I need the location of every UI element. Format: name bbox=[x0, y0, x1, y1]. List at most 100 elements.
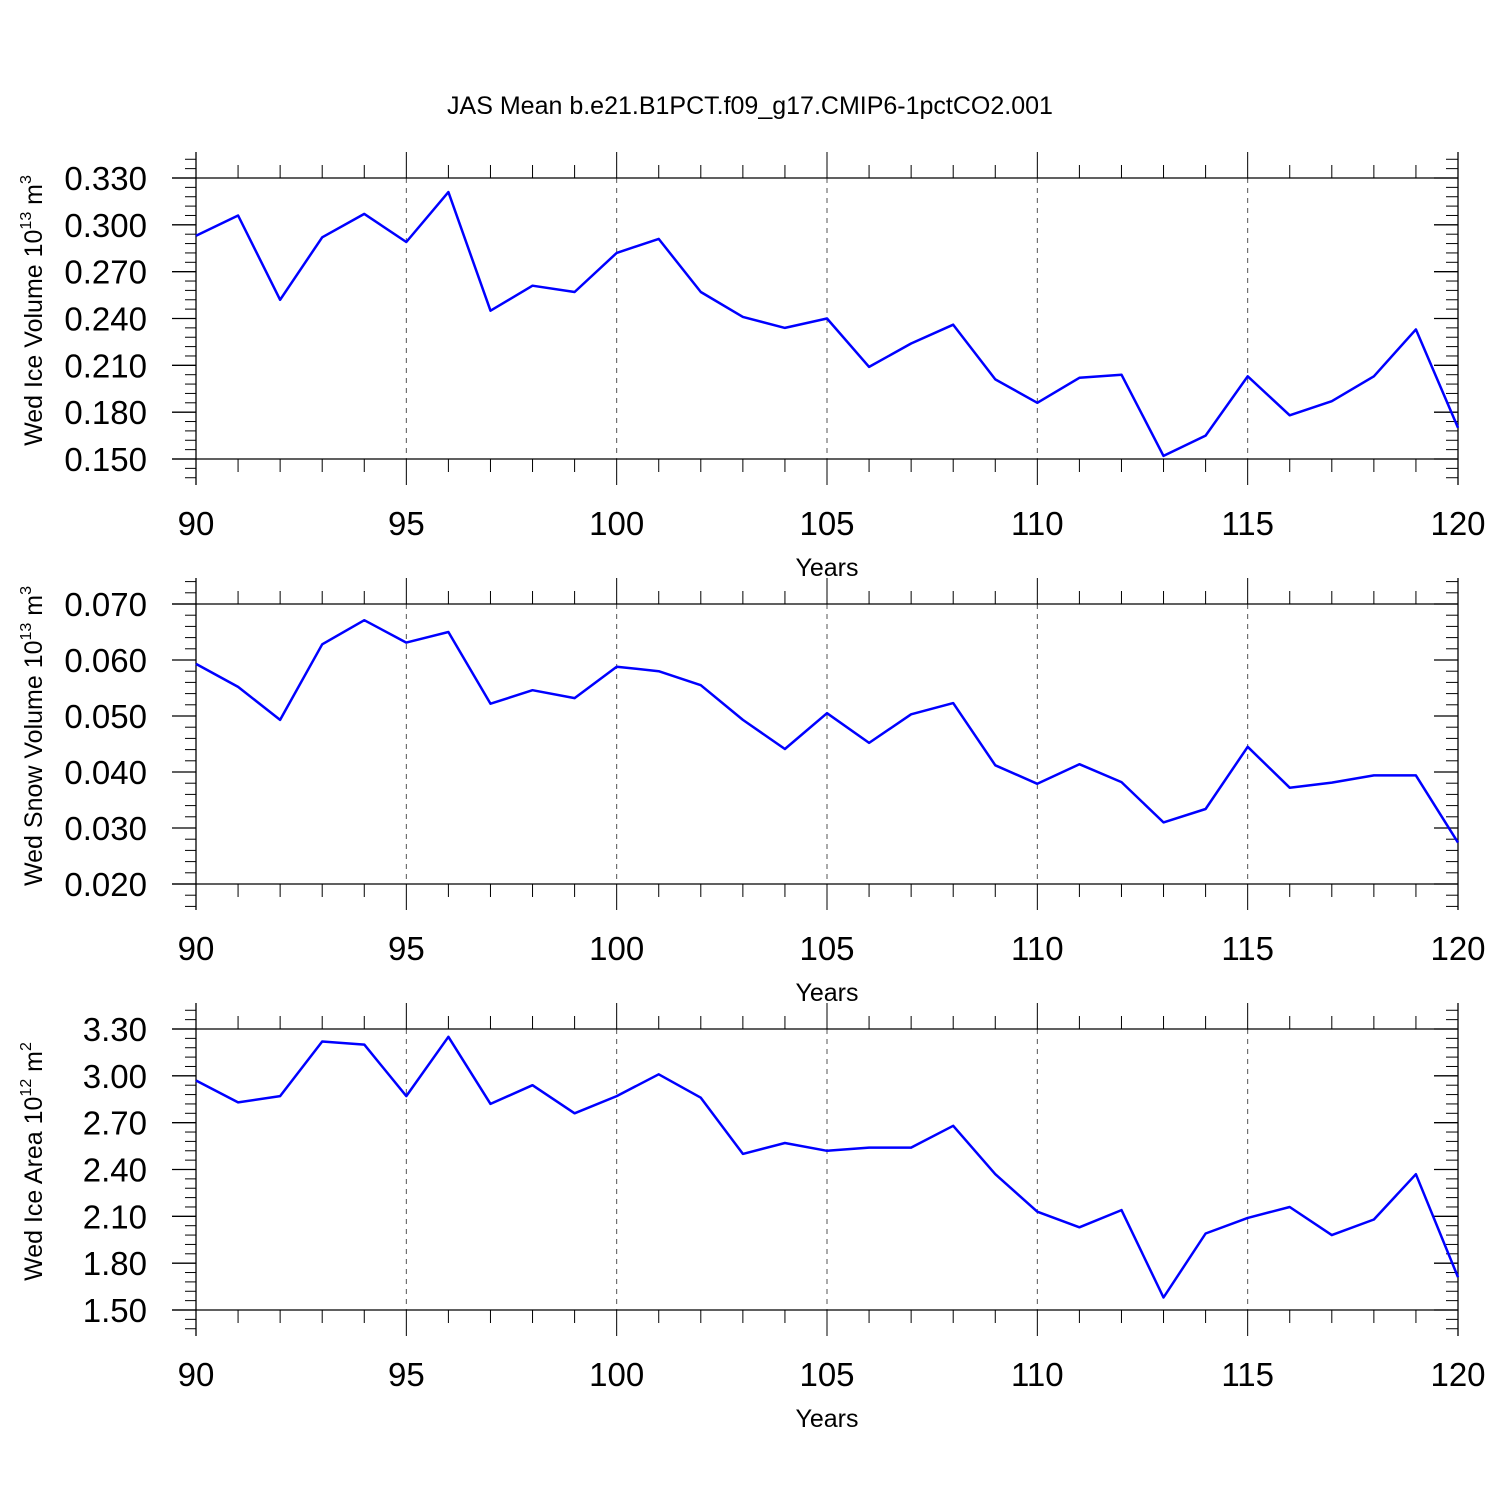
data-point bbox=[867, 365, 871, 369]
data-point bbox=[1414, 773, 1418, 777]
data-point bbox=[993, 377, 997, 381]
data-point bbox=[404, 240, 408, 244]
x-tick-label: 115 bbox=[1221, 1356, 1274, 1393]
data-point bbox=[615, 1094, 619, 1098]
y-tick-label: 0.030 bbox=[64, 810, 147, 847]
data-point bbox=[1414, 327, 1418, 331]
x-tick-label: 90 bbox=[178, 930, 215, 967]
y-tick-label: 0.270 bbox=[64, 254, 147, 291]
data-point bbox=[362, 618, 366, 622]
data-point bbox=[531, 284, 535, 288]
data-point bbox=[1204, 1232, 1208, 1236]
y-tick-label: 0.150 bbox=[64, 441, 147, 478]
x-tick-label: 90 bbox=[178, 1356, 215, 1393]
series-line bbox=[195, 190, 1460, 458]
y-tick-label: 0.020 bbox=[64, 866, 147, 903]
y-axis-title-unit-exponent: 3 bbox=[18, 175, 35, 184]
data-point bbox=[1119, 780, 1123, 784]
data-point bbox=[1162, 1296, 1166, 1300]
data-point bbox=[236, 213, 240, 217]
data-point bbox=[573, 1111, 577, 1115]
data-point bbox=[1330, 399, 1334, 403]
data-point bbox=[909, 1146, 913, 1150]
data-point bbox=[951, 1124, 955, 1128]
y-tick-label: 2.70 bbox=[83, 1105, 147, 1142]
data-point bbox=[657, 669, 661, 673]
data-point bbox=[951, 323, 955, 327]
data-point bbox=[1246, 1216, 1250, 1220]
data-point bbox=[1414, 1172, 1418, 1176]
data-point bbox=[1330, 781, 1334, 785]
x-axis-title: Years bbox=[795, 1405, 858, 1433]
data-point bbox=[531, 1083, 535, 1087]
panel-2: 0.020 0.030 0.040 0.050 0.060 0.070 90 95 100 105… bbox=[18, 578, 1486, 1007]
data-point bbox=[1456, 1275, 1460, 1279]
data-point bbox=[1204, 807, 1208, 811]
data-point bbox=[278, 298, 282, 302]
data-point bbox=[488, 702, 492, 706]
y-tick-label: 0.050 bbox=[64, 698, 147, 735]
data-point bbox=[404, 1094, 408, 1098]
data-point bbox=[1330, 1233, 1334, 1237]
data-point bbox=[1288, 786, 1292, 790]
data-point bbox=[783, 747, 787, 751]
data-point bbox=[615, 665, 619, 669]
data-point bbox=[1077, 762, 1081, 766]
data-point bbox=[1456, 841, 1460, 845]
x-axis-title: Years bbox=[795, 979, 858, 1007]
data-point bbox=[320, 235, 324, 239]
x-tick-label: 110 bbox=[1011, 505, 1064, 542]
series-line bbox=[195, 1035, 1460, 1299]
y-tick-label: 3.30 bbox=[83, 1011, 147, 1048]
data-point bbox=[1246, 745, 1250, 749]
y-axis-title: Wed Ice Area 1012 m2 bbox=[18, 1042, 48, 1281]
data-point bbox=[573, 696, 577, 700]
y-tick-label: 0.040 bbox=[64, 754, 147, 791]
data-point bbox=[909, 341, 913, 345]
y-axis-title-text: Wed Snow Volume 10 bbox=[20, 640, 48, 886]
x-axis-title: Years bbox=[795, 554, 858, 582]
data-point bbox=[236, 685, 240, 689]
y-tick-label: 0.330 bbox=[64, 160, 147, 197]
y-axis-title-unit-exponent: 2 bbox=[18, 1042, 35, 1051]
x-tick-label: 95 bbox=[388, 930, 425, 967]
y-tick-label: 3.00 bbox=[83, 1058, 147, 1095]
panel-1: 0.150 0.180 0.210 0.240 0.270 0.300 0.330 90 95 1… bbox=[18, 152, 1486, 582]
y-axis-title-unit: m bbox=[20, 595, 48, 623]
data-point bbox=[699, 1096, 703, 1100]
data-point bbox=[1077, 1225, 1081, 1229]
y-tick-label: 0.070 bbox=[64, 586, 147, 623]
data-point bbox=[1119, 1208, 1123, 1212]
data-point bbox=[1372, 1217, 1376, 1221]
data-point bbox=[573, 290, 577, 294]
data-point bbox=[194, 234, 198, 238]
data-point bbox=[1162, 820, 1166, 824]
y-axis-title-exponent: 13 bbox=[18, 623, 35, 641]
data-point bbox=[1119, 373, 1123, 377]
data-point bbox=[951, 701, 955, 705]
series-line bbox=[195, 618, 1460, 844]
data-point bbox=[1035, 401, 1039, 405]
x-tick-label: 120 bbox=[1430, 1356, 1485, 1393]
data-point bbox=[909, 712, 913, 716]
data-point bbox=[320, 642, 324, 646]
data-point bbox=[531, 688, 535, 692]
data-point bbox=[446, 1035, 450, 1039]
y-tick-label: 1.50 bbox=[83, 1292, 147, 1329]
data-point bbox=[741, 718, 745, 722]
x-tick-label: 115 bbox=[1221, 505, 1274, 542]
y-axis-title-text: Wed Ice Area 10 bbox=[20, 1097, 48, 1281]
data-point bbox=[1204, 434, 1208, 438]
data-point bbox=[362, 1043, 366, 1047]
data-point bbox=[783, 1141, 787, 1145]
panel-3: 1.50 1.80 2.10 2.40 2.70 3.00 3.30 90 95 100 105 11… bbox=[18, 1003, 1486, 1433]
y-axis-title-exponent: 12 bbox=[18, 1079, 35, 1097]
x-tick-label: 120 bbox=[1430, 930, 1485, 967]
data-point bbox=[488, 1102, 492, 1106]
data-point bbox=[741, 1152, 745, 1156]
data-point bbox=[741, 315, 745, 319]
y-tick-label: 2.10 bbox=[83, 1198, 147, 1235]
x-tick-label: 115 bbox=[1221, 930, 1274, 967]
data-point bbox=[362, 212, 366, 216]
